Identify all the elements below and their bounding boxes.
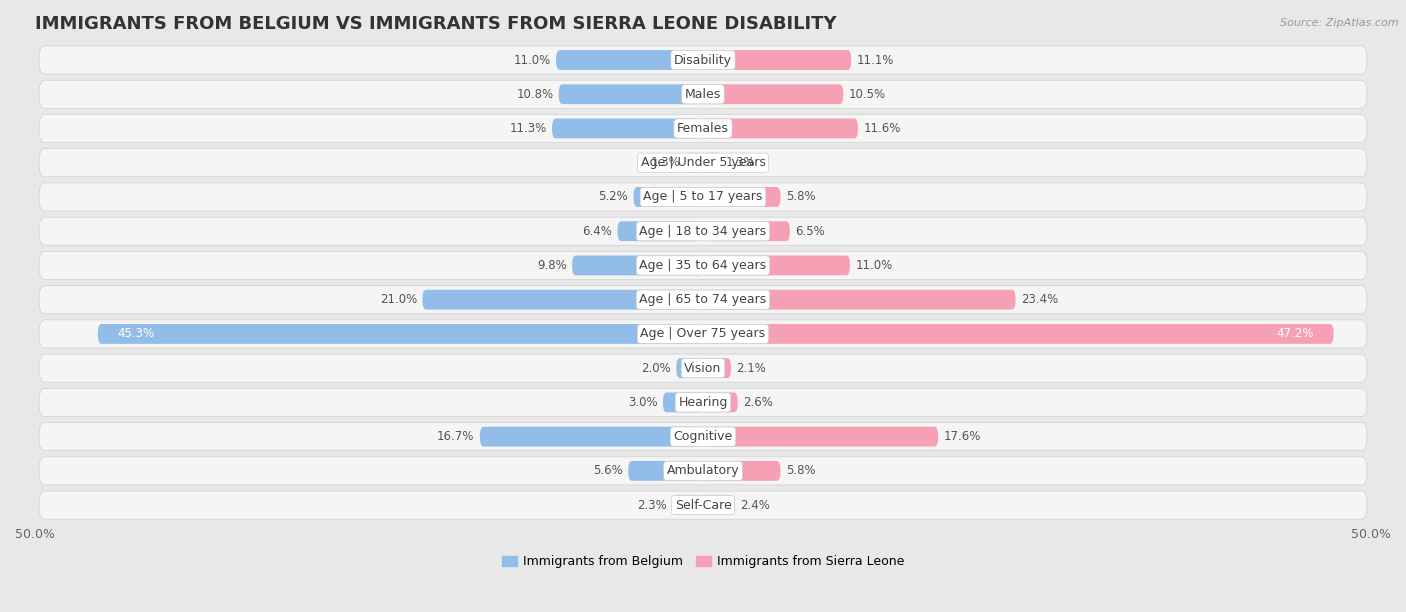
FancyBboxPatch shape	[703, 222, 790, 241]
Text: Cognitive: Cognitive	[673, 430, 733, 443]
Text: 11.0%: 11.0%	[513, 53, 551, 67]
FancyBboxPatch shape	[703, 427, 938, 447]
Text: 11.0%: 11.0%	[855, 259, 893, 272]
FancyBboxPatch shape	[703, 324, 1334, 344]
FancyBboxPatch shape	[479, 427, 703, 447]
Text: 11.6%: 11.6%	[863, 122, 901, 135]
Text: Age | Over 75 years: Age | Over 75 years	[641, 327, 765, 340]
Text: 3.0%: 3.0%	[628, 396, 658, 409]
FancyBboxPatch shape	[422, 289, 703, 310]
Text: 2.3%: 2.3%	[637, 499, 666, 512]
Text: 23.4%: 23.4%	[1021, 293, 1059, 306]
Text: Self-Care: Self-Care	[675, 499, 731, 512]
FancyBboxPatch shape	[703, 289, 1015, 310]
Text: 21.0%: 21.0%	[380, 293, 418, 306]
FancyBboxPatch shape	[98, 324, 703, 344]
FancyBboxPatch shape	[617, 222, 703, 241]
FancyBboxPatch shape	[39, 491, 1367, 519]
Text: Males: Males	[685, 88, 721, 101]
FancyBboxPatch shape	[703, 358, 731, 378]
FancyBboxPatch shape	[703, 50, 851, 70]
Text: 11.1%: 11.1%	[856, 53, 894, 67]
Text: Females: Females	[678, 122, 728, 135]
Text: Ambulatory: Ambulatory	[666, 465, 740, 477]
Text: 9.8%: 9.8%	[537, 259, 567, 272]
Text: Age | 18 to 34 years: Age | 18 to 34 years	[640, 225, 766, 237]
Text: Age | 35 to 64 years: Age | 35 to 64 years	[640, 259, 766, 272]
Text: 6.4%: 6.4%	[582, 225, 612, 237]
Text: 5.6%: 5.6%	[593, 465, 623, 477]
FancyBboxPatch shape	[558, 84, 703, 104]
Text: 5.8%: 5.8%	[786, 190, 815, 203]
Text: Disability: Disability	[673, 53, 733, 67]
Text: 5.2%: 5.2%	[599, 190, 628, 203]
FancyBboxPatch shape	[39, 80, 1367, 108]
FancyBboxPatch shape	[39, 252, 1367, 280]
FancyBboxPatch shape	[39, 46, 1367, 74]
Text: 11.3%: 11.3%	[509, 122, 547, 135]
FancyBboxPatch shape	[672, 495, 703, 515]
Text: 2.0%: 2.0%	[641, 362, 671, 375]
FancyBboxPatch shape	[703, 255, 851, 275]
Text: 45.3%: 45.3%	[118, 327, 155, 340]
FancyBboxPatch shape	[628, 461, 703, 481]
Text: 2.1%: 2.1%	[737, 362, 766, 375]
FancyBboxPatch shape	[39, 457, 1367, 485]
FancyBboxPatch shape	[39, 183, 1367, 211]
Text: 1.3%: 1.3%	[651, 156, 681, 170]
FancyBboxPatch shape	[39, 389, 1367, 416]
Text: Age | 65 to 74 years: Age | 65 to 74 years	[640, 293, 766, 306]
Text: 2.6%: 2.6%	[744, 396, 773, 409]
FancyBboxPatch shape	[39, 423, 1367, 450]
FancyBboxPatch shape	[703, 153, 720, 173]
FancyBboxPatch shape	[703, 495, 735, 515]
Text: 47.2%: 47.2%	[1277, 327, 1313, 340]
FancyBboxPatch shape	[703, 84, 844, 104]
FancyBboxPatch shape	[555, 50, 703, 70]
FancyBboxPatch shape	[39, 217, 1367, 245]
Text: 17.6%: 17.6%	[943, 430, 981, 443]
Text: Vision: Vision	[685, 362, 721, 375]
Text: 10.5%: 10.5%	[849, 88, 886, 101]
FancyBboxPatch shape	[572, 255, 703, 275]
FancyBboxPatch shape	[39, 320, 1367, 348]
Text: 16.7%: 16.7%	[437, 430, 475, 443]
FancyBboxPatch shape	[662, 392, 703, 412]
FancyBboxPatch shape	[703, 187, 780, 207]
FancyBboxPatch shape	[634, 187, 703, 207]
FancyBboxPatch shape	[676, 358, 703, 378]
FancyBboxPatch shape	[686, 153, 703, 173]
FancyBboxPatch shape	[703, 461, 780, 481]
Text: Source: ZipAtlas.com: Source: ZipAtlas.com	[1281, 18, 1399, 28]
Legend: Immigrants from Belgium, Immigrants from Sierra Leone: Immigrants from Belgium, Immigrants from…	[496, 550, 910, 573]
FancyBboxPatch shape	[39, 114, 1367, 143]
FancyBboxPatch shape	[39, 286, 1367, 314]
Text: 1.3%: 1.3%	[725, 156, 755, 170]
FancyBboxPatch shape	[39, 149, 1367, 177]
Text: IMMIGRANTS FROM BELGIUM VS IMMIGRANTS FROM SIERRA LEONE DISABILITY: IMMIGRANTS FROM BELGIUM VS IMMIGRANTS FR…	[35, 15, 837, 33]
FancyBboxPatch shape	[39, 354, 1367, 382]
Text: 6.5%: 6.5%	[796, 225, 825, 237]
Text: Hearing: Hearing	[678, 396, 728, 409]
Text: 2.4%: 2.4%	[741, 499, 770, 512]
Text: Age | Under 5 years: Age | Under 5 years	[641, 156, 765, 170]
Text: Age | 5 to 17 years: Age | 5 to 17 years	[644, 190, 762, 203]
FancyBboxPatch shape	[703, 119, 858, 138]
FancyBboxPatch shape	[553, 119, 703, 138]
Text: 10.8%: 10.8%	[516, 88, 554, 101]
Text: 5.8%: 5.8%	[786, 465, 815, 477]
FancyBboxPatch shape	[703, 392, 738, 412]
